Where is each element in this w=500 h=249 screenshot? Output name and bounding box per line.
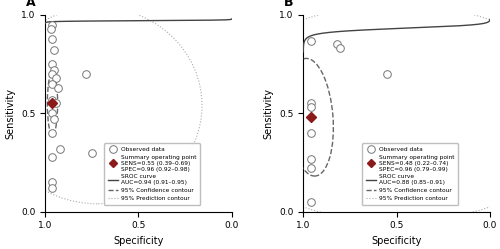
Text: A: A: [26, 0, 36, 9]
Y-axis label: Sensitivity: Sensitivity: [264, 88, 274, 139]
Text: B: B: [284, 0, 294, 9]
Y-axis label: Sensitivity: Sensitivity: [6, 88, 16, 139]
X-axis label: Specificity: Specificity: [114, 236, 164, 246]
Legend: Observed data, Summary operating point
SENS=0.55 (0.39–0.69)
SPEC=0.96 (0.92–0.9: Observed data, Summary operating point S…: [104, 143, 200, 205]
X-axis label: Specificity: Specificity: [372, 236, 422, 246]
Legend: Observed data, Summary operating point
SENS=0.48 (0.22–0.74)
SPEC=0.96 (0.79–0.9: Observed data, Summary operating point S…: [362, 143, 458, 205]
